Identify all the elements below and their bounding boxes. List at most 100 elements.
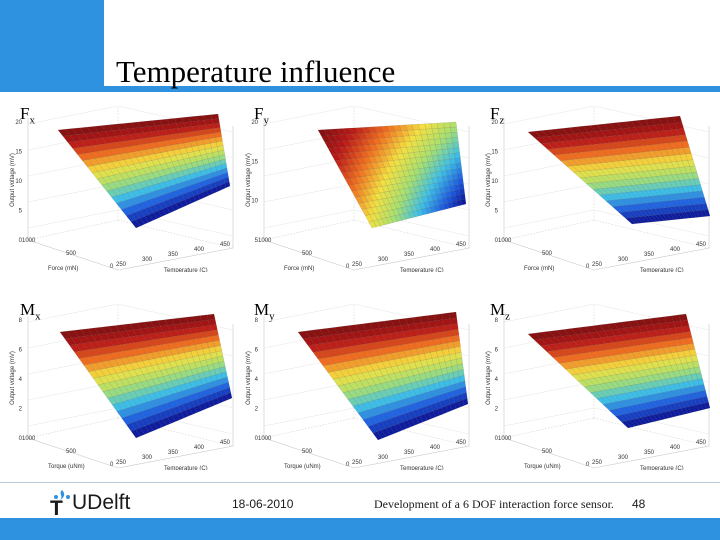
grid-line	[503, 105, 595, 125]
x-tick-label: 500	[66, 251, 77, 257]
z-tick-label: 2	[495, 407, 499, 413]
y-tick-label: 400	[194, 445, 205, 451]
surface-patch	[450, 163, 457, 170]
surface-patch	[435, 144, 443, 151]
back-edge	[593, 219, 710, 249]
header-accent-bar	[0, 86, 720, 92]
z-tick-label: 15	[251, 159, 258, 165]
surface-patch	[448, 153, 456, 160]
y-tick-label: 300	[378, 257, 389, 263]
surface-patch	[449, 158, 456, 165]
surface-mesh	[527, 313, 711, 429]
back-edge	[263, 219, 355, 241]
y-tick-label: 300	[142, 257, 153, 263]
surface-patch	[196, 115, 205, 122]
surface-patch	[442, 148, 449, 155]
surface-patch	[437, 122, 445, 129]
y-axis-label: Temperature (C)	[400, 268, 444, 272]
y-tick-label: 450	[220, 242, 231, 248]
z-tick-label: 4	[255, 377, 259, 383]
panel-label-fz: Fz	[490, 104, 505, 127]
surface-mesh	[317, 121, 467, 229]
surface-patch	[438, 331, 447, 339]
y-tick-label: 450	[696, 242, 707, 248]
surface-patch	[452, 142, 460, 149]
panel-label-fx: Fx	[20, 104, 35, 127]
surface-patch	[452, 179, 459, 186]
surface-patch	[446, 142, 454, 149]
back-edge	[503, 417, 595, 439]
y-axis-label: Temperature (C)	[164, 268, 208, 272]
surface-patch	[455, 162, 462, 170]
x-tick-label: 0	[346, 462, 350, 468]
y-tick-label: 250	[592, 460, 603, 466]
footer-accent-bar	[0, 518, 720, 540]
surface-patch	[454, 152, 461, 159]
y-tick-label: 350	[168, 450, 179, 456]
surface-patch	[451, 137, 459, 144]
y-tick-label: 400	[430, 445, 441, 451]
surface-patch	[454, 157, 462, 164]
surface-patch	[449, 317, 458, 325]
x-tick-label: 1000	[22, 436, 36, 442]
grid-line	[263, 209, 355, 229]
x-axis-label: Force (mN)	[48, 266, 78, 272]
surface-patch	[447, 174, 454, 182]
surface-patch	[704, 401, 711, 410]
x-tick-label: 500	[542, 251, 553, 257]
surface-patch	[202, 325, 212, 332]
surface-patch	[210, 113, 219, 120]
panel-label-fy: Fy	[254, 104, 269, 127]
surface-patch	[438, 127, 446, 134]
axis-frame	[263, 316, 470, 469]
header-accent-block	[0, 0, 104, 92]
grid-line	[503, 209, 595, 229]
y-tick-label: 450	[696, 440, 707, 446]
surface-patch	[678, 313, 688, 321]
x-tick-label: 0	[110, 264, 114, 270]
surface-patch	[451, 132, 459, 139]
axis-frame	[263, 118, 470, 271]
surface-patch	[450, 126, 458, 133]
z-tick-label: 5	[495, 209, 499, 215]
z-tick-label: 0	[495, 436, 499, 442]
y-axis-label: Temperature (C)	[640, 268, 684, 272]
z-tick-label: 8	[495, 318, 499, 324]
surface-patch	[457, 178, 464, 185]
z-tick-label: 6	[19, 348, 23, 354]
surface-patch	[445, 164, 452, 171]
x-axis-label: Torque (uNm)	[524, 464, 561, 470]
surface-patch	[441, 312, 450, 320]
logo-text: UDelft	[72, 491, 131, 514]
surface-patch	[443, 324, 452, 332]
surface-patch	[226, 392, 233, 400]
y-tick-label: 450	[456, 440, 467, 446]
x-tick-label: 500	[302, 251, 313, 257]
y-tick-label: 300	[142, 455, 153, 461]
surface-patch	[445, 137, 453, 144]
y-tick-label: 250	[352, 262, 363, 268]
y-tick-label: 300	[378, 455, 389, 461]
z-tick-label: 0	[19, 436, 23, 442]
x-tick-label: 0	[586, 462, 590, 468]
z-tick-label: 2	[255, 407, 259, 413]
grid-line	[593, 303, 710, 331]
grid-line	[263, 407, 355, 427]
back-edge	[263, 417, 355, 439]
surface-patch	[436, 149, 444, 156]
surface-mesh	[297, 311, 469, 441]
surface-mesh	[57, 113, 231, 229]
y-tick-label: 300	[618, 455, 629, 461]
slide-title: Temperature influence	[116, 54, 396, 89]
y-tick-label: 250	[592, 262, 603, 268]
surface-patch	[446, 169, 453, 176]
axis-frame	[27, 316, 234, 469]
grid-line	[27, 303, 119, 323]
surface-patch	[438, 159, 446, 167]
surface-patch	[456, 167, 463, 175]
surface-patch	[436, 325, 446, 333]
surface-plot-fy: 20 15 10 5 1000 500 0 250 300 350 400 450 Output vol…	[246, 105, 470, 272]
surface-patch	[442, 318, 451, 326]
